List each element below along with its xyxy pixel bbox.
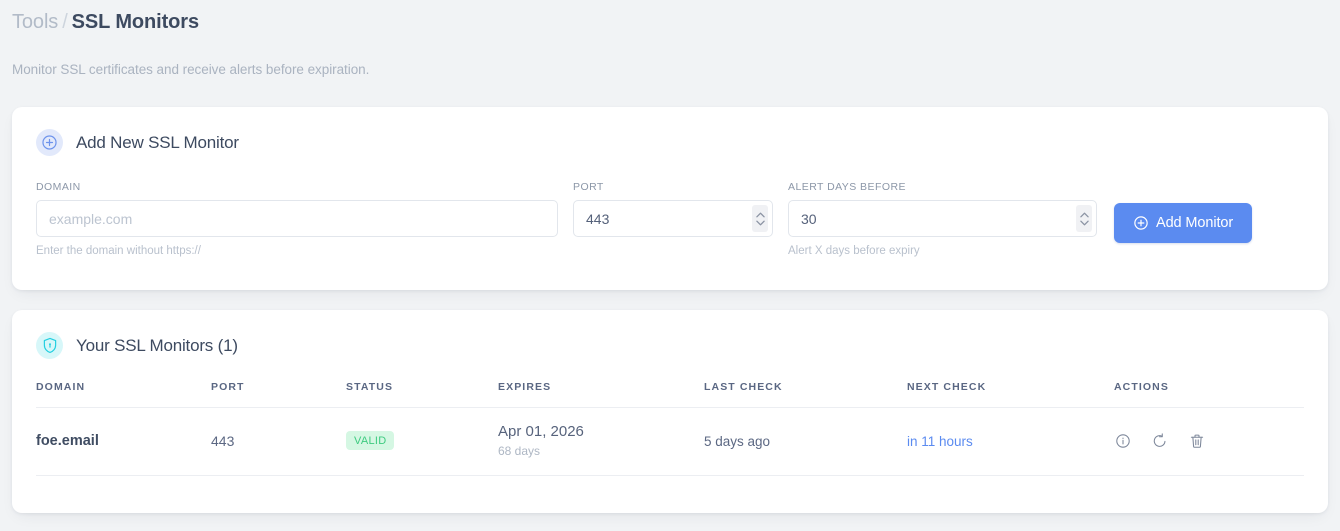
info-icon[interactable] xyxy=(1114,432,1132,450)
add-monitor-button[interactable]: Add Monitor xyxy=(1114,203,1253,243)
column-header-port[interactable]: PORT xyxy=(211,381,346,408)
add-monitor-card: Add New SSL Monitor DOMAIN Enter the dom… xyxy=(12,107,1328,290)
column-header-expires[interactable]: EXPIRES xyxy=(498,381,704,408)
domain-help-text: Enter the domain without https:// xyxy=(36,245,201,257)
monitors-list-header: Your SSL Monitors (1) xyxy=(36,332,1304,359)
breadcrumb: Tools / SSL Monitors xyxy=(12,8,1328,36)
page-header: Tools / SSL Monitors Monitor SSL certifica… xyxy=(0,0,1340,77)
monitors-table-body: foe.email 443 VALID Apr 01, 2026 68 days… xyxy=(36,407,1304,476)
expires-days-remaining: 68 days xyxy=(498,444,541,458)
breadcrumb-parent[interactable]: Tools xyxy=(12,11,59,33)
page-title: SSL Monitors xyxy=(71,11,199,33)
add-monitor-card-header: Add New SSL Monitor xyxy=(36,129,1304,156)
column-header-next-check[interactable]: NEXT CHECK xyxy=(907,381,1114,408)
refresh-icon[interactable] xyxy=(1151,432,1169,450)
next-check-value[interactable]: in 11 hours xyxy=(907,433,973,449)
cell-domain: foe.email xyxy=(36,407,211,476)
cell-actions xyxy=(1114,407,1304,476)
monitors-table-header-row: DOMAIN PORT STATUS EXPIRES LAST CHECK NE… xyxy=(36,381,1304,408)
chevron-down-icon[interactable] xyxy=(755,220,765,226)
monitors-list-card: Your SSL Monitors (1) DOMAIN PORT STATUS… xyxy=(12,310,1328,513)
add-monitor-card-title: Add New SSL Monitor xyxy=(76,132,239,152)
page-subtitle: Monitor SSL certificates and receive ale… xyxy=(12,62,370,77)
port-label: PORT xyxy=(573,181,604,193)
column-header-actions: ACTIONS xyxy=(1114,381,1304,408)
alert-days-label: ALERT DAYS BEFORE xyxy=(788,181,906,193)
column-header-domain[interactable]: DOMAIN xyxy=(36,381,211,408)
add-monitor-button-label: Add Monitor xyxy=(1156,215,1234,231)
alert-days-field-group: ALERT DAYS BEFORE Alert X days before ex… xyxy=(788,181,1097,257)
monitors-list-title: Your SSL Monitors (1) xyxy=(76,335,238,355)
cell-expires: Apr 01, 2026 68 days xyxy=(498,407,704,476)
cell-last-check: 5 days ago xyxy=(704,407,907,476)
alert-days-input[interactable] xyxy=(788,200,1097,237)
trash-icon[interactable] xyxy=(1188,432,1206,450)
cell-status: VALID xyxy=(346,407,498,476)
status-badge: VALID xyxy=(346,431,395,450)
column-header-last-check[interactable]: LAST CHECK xyxy=(704,381,907,408)
port-input[interactable] xyxy=(573,200,773,237)
last-check-value: 5 days ago xyxy=(704,433,771,449)
monitor-domain-value: foe.email xyxy=(36,433,99,449)
alert-days-stepper[interactable] xyxy=(1076,205,1092,232)
column-header-status[interactable]: STATUS xyxy=(346,381,498,408)
monitors-table-head: DOMAIN PORT STATUS EXPIRES LAST CHECK NE… xyxy=(36,381,1304,408)
port-stepper[interactable] xyxy=(752,205,768,232)
row-actions xyxy=(1114,432,1304,450)
table-row[interactable]: foe.email 443 VALID Apr 01, 2026 68 days… xyxy=(36,407,1304,476)
circle-plus-icon xyxy=(1134,216,1148,230)
domain-field-group: DOMAIN Enter the domain without https:// xyxy=(36,181,558,257)
chevron-down-icon[interactable] xyxy=(1079,220,1089,226)
monitors-table: DOMAIN PORT STATUS EXPIRES LAST CHECK NE… xyxy=(36,381,1304,476)
alert-days-help-text: Alert X days before expiry xyxy=(788,245,920,257)
port-field-group: PORT xyxy=(573,181,773,237)
expires-date: Apr 01, 2026 xyxy=(498,423,584,440)
domain-input[interactable] xyxy=(36,200,558,237)
add-monitor-action: Add Monitor xyxy=(1114,181,1253,243)
cell-next-check: in 11 hours xyxy=(907,407,1114,476)
cell-port: 443 xyxy=(211,407,346,476)
shield-lock-icon xyxy=(36,332,63,359)
add-monitor-form: DOMAIN Enter the domain without https://… xyxy=(36,181,1304,257)
breadcrumb-separator: / xyxy=(62,11,68,33)
chevron-up-icon[interactable] xyxy=(755,212,765,218)
chevron-up-icon[interactable] xyxy=(1079,212,1089,218)
domain-label: DOMAIN xyxy=(36,181,81,193)
circle-plus-icon xyxy=(36,129,63,156)
